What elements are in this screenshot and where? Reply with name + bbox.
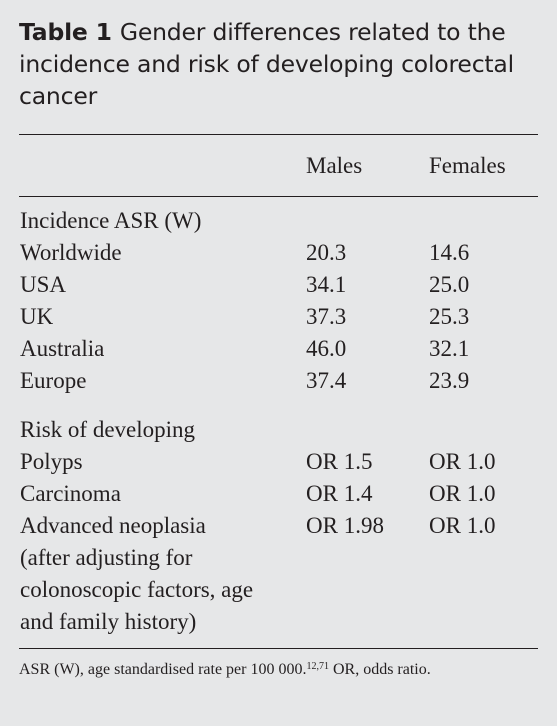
footnote-text: ASR (W), age standardised rate per 100 0… [19, 661, 307, 678]
row-males: 37.3 [306, 304, 347, 329]
header-males: Males [306, 153, 363, 178]
row-females: OR 1.0 [429, 513, 496, 538]
header-rule [19, 196, 538, 197]
row-females: OR 1.0 [429, 449, 496, 474]
row-label: Worldwide [20, 240, 122, 265]
row-males: 34.1 [306, 272, 347, 297]
table-title: Table 1 Gender differences related to the… [19, 16, 539, 112]
footnote-refs: 12,71 [306, 661, 329, 672]
row-females: OR 1.0 [429, 481, 496, 506]
row-males: 37.4 [306, 368, 347, 393]
row-label: Australia [20, 336, 105, 361]
row-males: OR 1.5 [306, 449, 373, 474]
row-label: Carcinoma [20, 481, 121, 506]
section-heading-risk: Risk of developing [20, 417, 196, 442]
row-females: 25.0 [429, 272, 470, 297]
row-males: 20.3 [306, 240, 347, 265]
header-females: Females [429, 153, 506, 178]
row-label: Advanced neoplasia [20, 513, 206, 538]
top-rule [19, 134, 538, 135]
row-note-line: and family history) [20, 609, 197, 634]
row-females: 14.6 [429, 240, 470, 265]
row-label: USA [20, 272, 67, 297]
table-label: Table 1 [19, 18, 112, 46]
row-males: OR 1.4 [306, 481, 373, 506]
table-footnote: ASR (W), age standardised rate per 100 0… [19, 658, 539, 682]
row-females: 32.1 [429, 336, 470, 361]
table-caption: Gender differences related to the incide… [19, 18, 514, 110]
section-heading-incidence: Incidence ASR (W) [20, 208, 202, 233]
row-label: Europe [20, 368, 87, 393]
row-males: 46.0 [306, 336, 347, 361]
footnote-text-end: OR, odds ratio. [328, 661, 431, 678]
bottom-rule [19, 648, 538, 649]
row-males: OR 1.98 [306, 513, 384, 538]
row-note-line: colonoscopic factors, age [20, 577, 254, 602]
row-note-line: (after adjusting for [20, 545, 193, 570]
row-label: UK [20, 304, 54, 329]
row-females: 25.3 [429, 304, 470, 329]
row-label: Polyps [20, 449, 83, 474]
row-females: 23.9 [429, 368, 470, 393]
